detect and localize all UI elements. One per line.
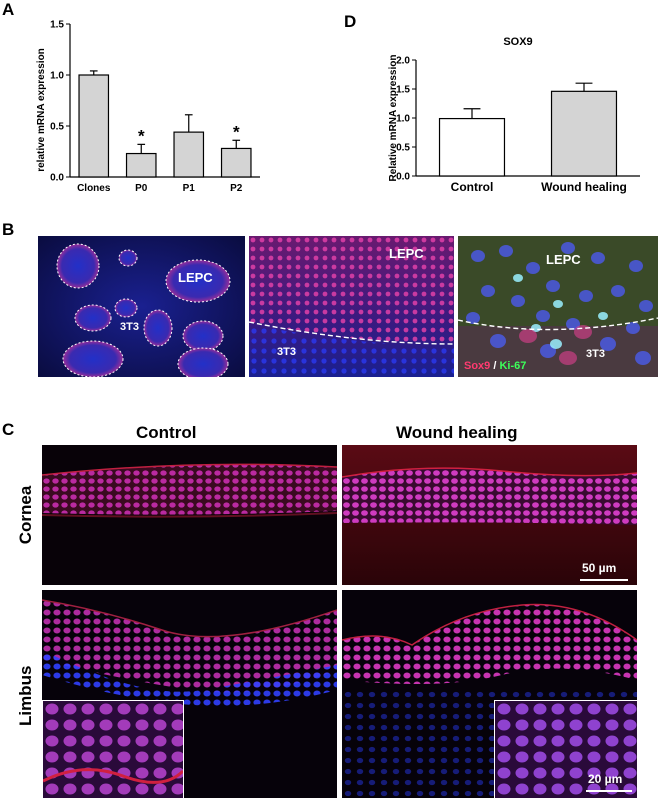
chart-d-ytick-label: 1.5 — [396, 85, 410, 96]
legend-sox9: Sox9 — [464, 360, 491, 372]
b-image-1: LEPC 3T3 — [38, 236, 245, 377]
c-limbus-wound-healing-inset — [494, 700, 637, 798]
chart-d-bar — [438, 117, 506, 177]
panel-letter-d: D — [344, 12, 357, 31]
b3-label-3t3: 3T3 — [586, 348, 605, 360]
scalebar-20-label: 20 µm — [588, 772, 623, 786]
chart-a-ytick-label: 0.0 — [50, 173, 64, 184]
b-image-3: LEPC 3T3 Sox9 / Ki-67 — [458, 236, 658, 377]
chart-a-significance: * — [138, 126, 145, 145]
legend-ki67: Ki-67 — [499, 360, 527, 372]
b-image-2: LEPC 3T3 — [249, 236, 454, 377]
c-cornea-control — [42, 445, 337, 585]
chart-d-bar — [550, 90, 618, 177]
panel-letter-b: B — [2, 220, 15, 239]
c-limbus-wound-healing: 20 µm — [342, 590, 637, 798]
panel-letter-c: C — [2, 420, 15, 439]
chart-a-ylabel: relative mRNA expression — [36, 48, 47, 172]
chart-a-xtick-label: P0 — [135, 183, 148, 194]
c-row-header-limbus: Limbus — [16, 665, 35, 726]
chart-d-xtick-label: Control — [451, 180, 494, 194]
b-image-2-drawing — [249, 236, 454, 377]
chart-d-ytick-label: 2.0 — [396, 56, 410, 67]
legend-separator: / — [490, 360, 500, 372]
chart-a-ytick-label: 1.5 — [50, 20, 64, 31]
chart-d-ytick-label: 0.0 — [396, 172, 410, 183]
c-col-header-control: Control — [136, 423, 197, 442]
scalebar-50 — [580, 579, 628, 581]
chart-a-xtick-label: P2 — [230, 183, 243, 194]
chart-a: relative mRNA expression 0.0 0.5 1.0 1.5 Clo… — [36, 20, 260, 194]
c-limbus-control-inset — [42, 700, 185, 798]
chart-a-bar — [173, 131, 205, 178]
chart-a-bar — [78, 74, 110, 178]
c-row-header-cornea: Cornea — [16, 485, 35, 545]
c-cornea-wound-healing: 50 µm — [342, 445, 637, 585]
b1-label-3t3: 3T3 — [120, 321, 139, 333]
chart-d: SOX9 Relative mRNA expression 0.0 0.5 1.0 1… — [388, 36, 640, 194]
chart-d-xtick-label: Wound healing — [541, 180, 627, 194]
b2-label-lepc: LEPC — [389, 246, 424, 261]
chart-d-ytick-label: 1.0 — [396, 114, 410, 125]
b-image-3-drawing — [458, 236, 658, 377]
scalebar-50-label: 50 µm — [582, 561, 617, 575]
chart-d-title: SOX9 — [503, 36, 532, 48]
chart-a-xtick-label: Clones — [77, 183, 111, 194]
chart-d-ytick-label: 0.5 — [396, 143, 410, 154]
panel-letter-a: A — [2, 0, 15, 19]
c-limbus-control-inset-drawing — [42, 701, 185, 798]
chart-d-ylabel: Relative mRNA expression — [388, 55, 399, 182]
colonies — [56, 243, 231, 377]
chart-a-ytick-label: 0.5 — [50, 122, 64, 133]
c-limbus-control — [42, 590, 337, 798]
chart-a-ytick-label: 1.0 — [50, 71, 64, 82]
b3-label-lepc: LEPC — [546, 252, 581, 267]
chart-a-bar — [125, 152, 157, 178]
c-cornea-wound-healing-drawing — [342, 445, 637, 585]
c-cornea-control-drawing — [42, 445, 337, 585]
b-image-1-drawing — [38, 236, 245, 377]
b3-legend: Sox9 / Ki-67 — [464, 360, 526, 372]
chart-a-significance: * — [233, 122, 240, 141]
scalebar-20 — [586, 790, 632, 792]
chart-a-bar — [220, 147, 252, 178]
b2-label-3t3: 3T3 — [277, 346, 296, 358]
c-limbus-wound-healing-inset-drawing — [495, 701, 637, 798]
c-limbus-control-drawing — [42, 590, 337, 798]
c-col-header-wound-healing: Wound healing — [396, 423, 518, 442]
b1-label-lepc: LEPC — [178, 270, 213, 285]
chart-a-xtick-label: P1 — [183, 183, 196, 194]
